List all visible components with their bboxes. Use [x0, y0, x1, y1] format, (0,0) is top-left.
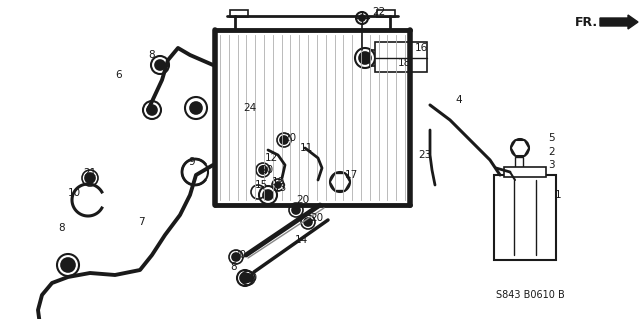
Text: 4: 4	[455, 95, 461, 105]
Circle shape	[292, 206, 300, 214]
Text: 14: 14	[295, 235, 308, 245]
Bar	[370, 50, 405, 66]
Text: 16: 16	[415, 43, 428, 53]
Circle shape	[259, 166, 267, 174]
Text: 2: 2	[548, 147, 555, 157]
Circle shape	[334, 176, 346, 188]
Circle shape	[280, 136, 288, 144]
Text: 20: 20	[260, 165, 273, 175]
Circle shape	[304, 218, 312, 226]
Bar	[494, 175, 556, 260]
Circle shape	[190, 102, 202, 114]
Bar	[215, 30, 410, 205]
Text: 23: 23	[418, 150, 431, 160]
Text: 12: 12	[265, 153, 278, 163]
Text: 20: 20	[310, 213, 323, 223]
Text: 5: 5	[548, 133, 555, 143]
Circle shape	[61, 258, 75, 272]
Text: 3: 3	[548, 160, 555, 170]
Circle shape	[359, 15, 365, 21]
Text: 18: 18	[398, 58, 412, 68]
Text: 11: 11	[300, 143, 313, 153]
Text: 21: 21	[83, 168, 96, 178]
Text: 20: 20	[244, 273, 257, 283]
Text: 17: 17	[345, 170, 358, 180]
Text: 7: 7	[138, 217, 145, 227]
Text: 20: 20	[296, 195, 309, 205]
Bar	[375, 42, 427, 72]
Text: 1: 1	[555, 190, 562, 200]
Circle shape	[244, 274, 252, 282]
Text: 6: 6	[115, 70, 122, 80]
Text: 9: 9	[188, 157, 195, 167]
Text: 8: 8	[230, 262, 237, 272]
Text: 8: 8	[58, 223, 65, 233]
Circle shape	[359, 52, 371, 64]
Bar	[230, 10, 248, 17]
Text: 20: 20	[233, 250, 246, 260]
Circle shape	[275, 182, 281, 188]
Bar	[377, 10, 395, 17]
Text: 24: 24	[243, 103, 256, 113]
Circle shape	[514, 142, 526, 154]
Text: 15: 15	[255, 180, 268, 190]
Text: 10: 10	[68, 188, 81, 198]
Circle shape	[232, 253, 240, 261]
Text: 13: 13	[274, 183, 287, 193]
Circle shape	[147, 105, 157, 115]
Bar	[515, 157, 523, 179]
Circle shape	[85, 173, 95, 183]
Circle shape	[155, 60, 165, 70]
Circle shape	[263, 190, 273, 200]
Polygon shape	[330, 173, 350, 191]
Text: FR.: FR.	[575, 16, 598, 28]
Circle shape	[240, 273, 250, 283]
Bar	[504, 167, 546, 177]
Text: S843 B0610 B: S843 B0610 B	[495, 290, 564, 300]
FancyArrow shape	[600, 15, 638, 29]
Text: 8: 8	[148, 50, 155, 60]
Text: 22: 22	[372, 7, 385, 17]
Text: 19: 19	[272, 177, 285, 187]
Polygon shape	[511, 140, 529, 156]
Text: 20: 20	[283, 133, 296, 143]
